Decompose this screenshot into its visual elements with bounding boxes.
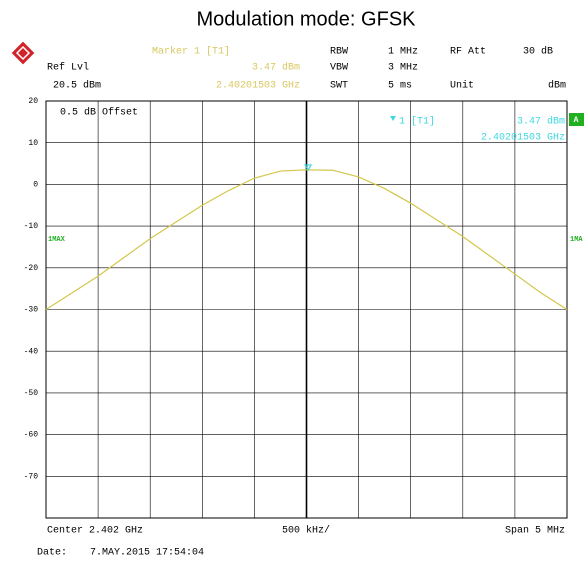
trace	[45, 169, 568, 311]
y-tick-label: -30	[24, 306, 39, 315]
y-tick-label: 10	[28, 139, 38, 148]
y-tick-label: -20	[24, 264, 39, 273]
rbw-label: RBW	[330, 47, 348, 58]
offset-note: 0.5 dB Offset	[60, 107, 138, 119]
span: Span 5 MHz	[505, 526, 565, 537]
marker-x-readout: 2.40201503 GHz	[481, 133, 565, 144]
y-tick-label: -70	[24, 472, 39, 481]
vbw: 3 MHz	[388, 63, 418, 74]
ref-lvl-label: Ref Lvl	[47, 62, 89, 74]
y-tick-label: 0	[33, 181, 38, 190]
marker-x-label: 2.40201503 GHz	[216, 81, 300, 92]
y-tick-label: -10	[24, 222, 39, 231]
marker-short-label: 1 [T1]	[399, 116, 435, 128]
logo	[11, 41, 35, 65]
vbw-label: VBW	[330, 63, 348, 74]
date-label: Date:	[37, 548, 67, 559]
y-tick-label: 20	[28, 97, 38, 106]
y-tick-label: -40	[24, 347, 39, 356]
trace-badge-box	[569, 113, 584, 126]
rbw: 1 MHz	[388, 47, 418, 58]
marker-y-label: 3.47 dBm	[252, 62, 300, 74]
swt: 5 ms	[388, 81, 412, 92]
marker-y-readout: 3.47 dBm	[517, 116, 565, 128]
unit: dBm	[548, 80, 566, 92]
rf-att-label: RF Att	[450, 47, 486, 58]
center-freq: Center 2.402 GHz	[47, 526, 143, 537]
date: 7.MAY.2015 17:54:04	[90, 548, 204, 559]
per-div: 500 kHz/	[282, 525, 330, 537]
swt-label: SWT	[330, 81, 348, 92]
marker-icon	[390, 116, 396, 121]
rf-att: 30 dB	[523, 46, 553, 58]
trace-label: 1MAX	[48, 236, 66, 244]
marker-label: Marker 1 [T1]	[152, 46, 230, 58]
y-tick-label: -60	[24, 431, 39, 440]
trace-label-right: 1MA	[570, 236, 583, 244]
marker	[304, 164, 313, 172]
chart-title: Modulation mode: GFSK	[197, 8, 417, 30]
plot-area	[45, 100, 568, 519]
trace-badge: A	[574, 116, 579, 125]
unit-label: Unit	[450, 80, 474, 92]
y-tick-label: -50	[24, 389, 39, 398]
ref-lvl: 20.5 dBm	[53, 80, 101, 92]
